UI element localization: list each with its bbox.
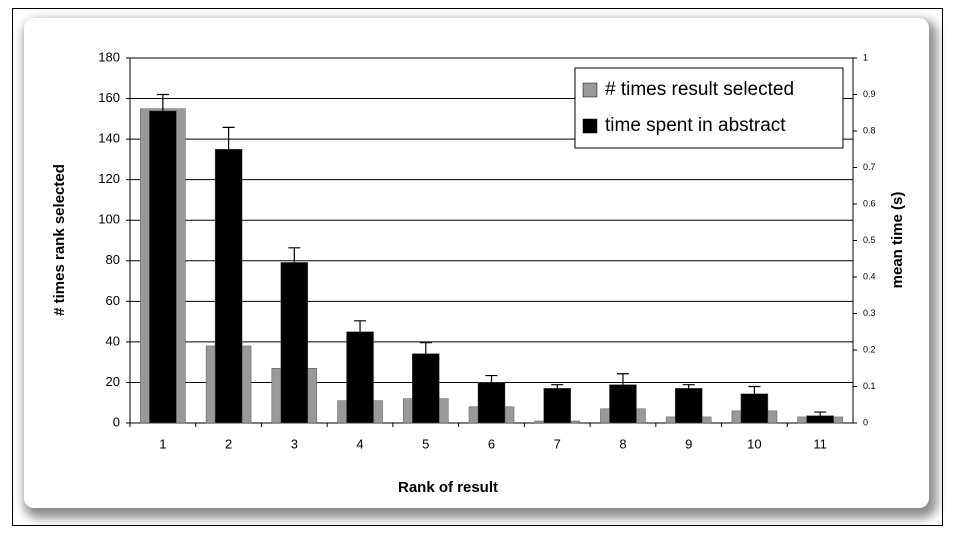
bar (740, 393, 769, 424)
y-tick-label: 120 (98, 171, 120, 186)
bar (149, 110, 177, 424)
y2-tick-label: 0.2 (863, 344, 876, 354)
x-tick-label: 7 (554, 436, 561, 451)
bar (412, 353, 440, 424)
x-tick-label: 2 (225, 436, 232, 451)
legend-label: time spent in abstract (605, 115, 786, 136)
bar (280, 262, 309, 424)
y-tick-label: 60 (106, 293, 120, 308)
x-tick-label: 1 (159, 436, 166, 451)
x-tick-label: 5 (422, 436, 429, 451)
y2-tick-label: 0.3 (863, 308, 876, 318)
error-bar (616, 373, 629, 385)
bar (214, 149, 243, 424)
y2-tick-label: 0.8 (863, 125, 876, 135)
x-axis-title: Rank of result (398, 479, 498, 496)
y2-tick-label: 1 (863, 52, 868, 62)
frame (12, 8, 943, 526)
x-tick-label: 4 (356, 436, 363, 451)
bar (543, 388, 571, 424)
bar (346, 331, 374, 424)
legend-box (574, 67, 844, 149)
error-bar (419, 342, 432, 354)
y2-tick-label: 0.1 (863, 381, 876, 391)
x-tick-label: 3 (291, 436, 298, 451)
y-tick-label: 80 (106, 252, 120, 267)
y2-tick-label: 0.4 (863, 271, 876, 281)
bar (806, 415, 834, 424)
error-bar (222, 126, 235, 150)
y2-tick-label: 0.7 (863, 162, 876, 172)
error-bar (682, 384, 695, 389)
x-tick-label: 6 (488, 436, 495, 451)
bar (477, 382, 506, 424)
y2-tick-label: 0 (863, 417, 868, 427)
error-bar (485, 374, 498, 383)
error-bar (551, 384, 564, 389)
x-tick-label: 11 (813, 436, 827, 451)
y-axis-title: # times rank selected (51, 164, 68, 316)
error-bar (288, 247, 301, 263)
y-tick-label: 20 (106, 374, 120, 389)
y-tick-label: 40 (106, 333, 120, 348)
legend-swatch (582, 118, 598, 134)
legend-swatch (582, 82, 598, 98)
bar (674, 388, 703, 424)
y-tick-label: 140 (98, 131, 120, 146)
legend-label: # times result selected (605, 79, 794, 100)
y-tick-label: 100 (98, 212, 120, 227)
y2-axis-title: mean time (s) (889, 192, 906, 289)
error-bar (354, 320, 367, 332)
x-tick-label: 8 (619, 436, 626, 451)
error-bar (814, 411, 827, 416)
error-bar (156, 93, 169, 111)
x-tick-label: 9 (685, 436, 692, 451)
y2-tick-label: 0.6 (863, 198, 876, 208)
y-tick-label: 0 (113, 414, 120, 429)
error-bar (748, 385, 761, 394)
x-tick-label: 10 (747, 436, 761, 451)
bar (609, 384, 637, 424)
y-tick-label: 180 (98, 49, 120, 64)
y-tick-label: 160 (98, 90, 120, 105)
y2-tick-label: 0.5 (863, 235, 876, 245)
y2-tick-label: 0.9 (863, 89, 876, 99)
